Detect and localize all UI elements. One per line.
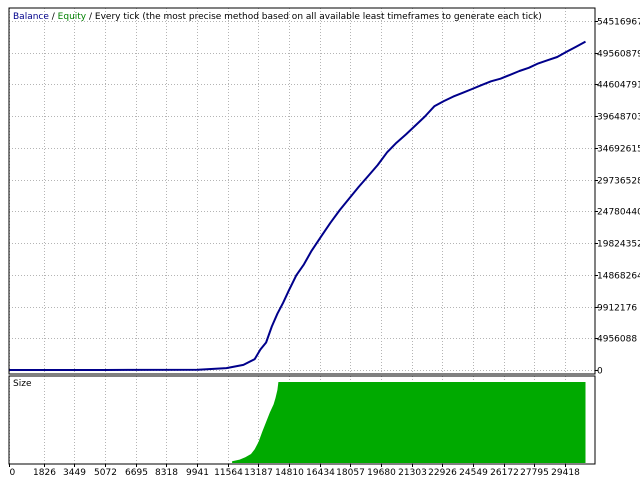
- x-tick-label: 13187: [244, 468, 273, 478]
- x-tick-label: 0: [10, 468, 16, 478]
- x-tick-label: 22926: [428, 468, 457, 478]
- x-tick-label: 9941: [186, 468, 209, 478]
- size-area: [232, 382, 586, 463]
- y-tick-label: 0: [597, 367, 603, 377]
- y-tick-label: 29736528: [597, 177, 640, 187]
- x-tick-label: 16434: [306, 468, 335, 478]
- x-tick-label: 3449: [63, 468, 86, 478]
- y-tick-label: 14868264: [597, 272, 640, 282]
- balance-line: [9, 40, 586, 371]
- x-tick-label: 8318: [155, 468, 178, 478]
- y-tick-label: 44604791: [597, 81, 640, 91]
- x-tick-label: 19680: [367, 468, 396, 478]
- title-part-2: Equity: [58, 12, 87, 22]
- title-part-1: /: [49, 12, 58, 22]
- x-tick-label: 26172: [490, 468, 519, 478]
- x-tick-label: 21303: [398, 468, 427, 478]
- y-tick-label: 54516967: [597, 18, 640, 28]
- y-tick-label: 39648703: [597, 113, 640, 123]
- x-tick-label: 24549: [459, 468, 488, 478]
- x-tick-label: 14810: [275, 468, 304, 478]
- size-plot-frame: [8, 375, 596, 465]
- chart-title: Balance / Equity / Every tick (the most …: [13, 12, 542, 22]
- x-tick-label: 5072: [94, 468, 117, 478]
- y-tick-labels: 54516967 49560879 44604791 39648703 34692615…: [595, 18, 640, 377]
- x-tick-label: 27795: [520, 468, 549, 478]
- grid-lines: [9, 8, 595, 464]
- y-tick-label: 4956088: [597, 335, 637, 345]
- x-tick-label: 18057: [336, 468, 365, 478]
- y-tick-label: 34692615: [597, 145, 640, 155]
- main-plot-frame: [8, 7, 596, 375]
- x-tick-labels: 0 1826 3449 5072 6695 8318 9941 11564 13187 14810…: [9, 464, 580, 478]
- y-tick-label: 19824352: [597, 240, 640, 250]
- x-tick-label: 29418: [551, 468, 580, 478]
- x-tick-label: 1826: [33, 468, 56, 478]
- series-layer: [9, 40, 586, 371]
- x-tick-label: 11564: [214, 468, 243, 478]
- x-tick-label: 6695: [125, 468, 148, 478]
- size-area-fill: [232, 382, 586, 463]
- y-tick-label: 24780440: [597, 208, 640, 218]
- y-tick-label: 9912176: [597, 304, 637, 314]
- y-tick-label: 49560879: [597, 50, 640, 60]
- title-part-0: Balance: [13, 12, 49, 22]
- title-part-3: / Every tick (the most precise method ba…: [86, 12, 542, 22]
- size-panel-label: Size: [13, 379, 32, 389]
